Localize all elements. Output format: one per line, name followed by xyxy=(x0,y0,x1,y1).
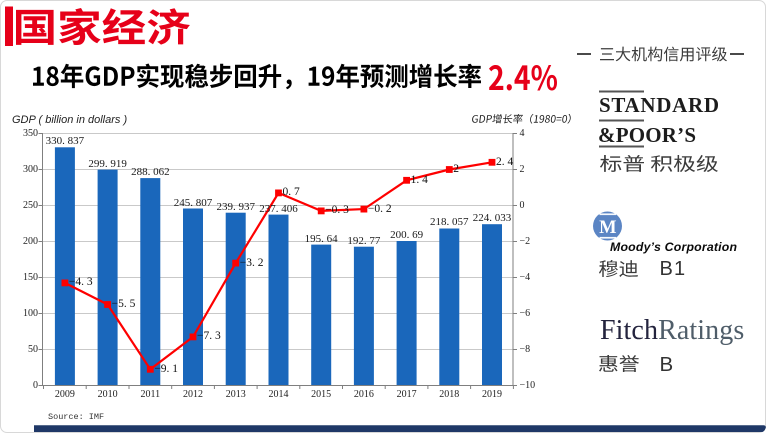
svg-text:M: M xyxy=(599,218,616,238)
